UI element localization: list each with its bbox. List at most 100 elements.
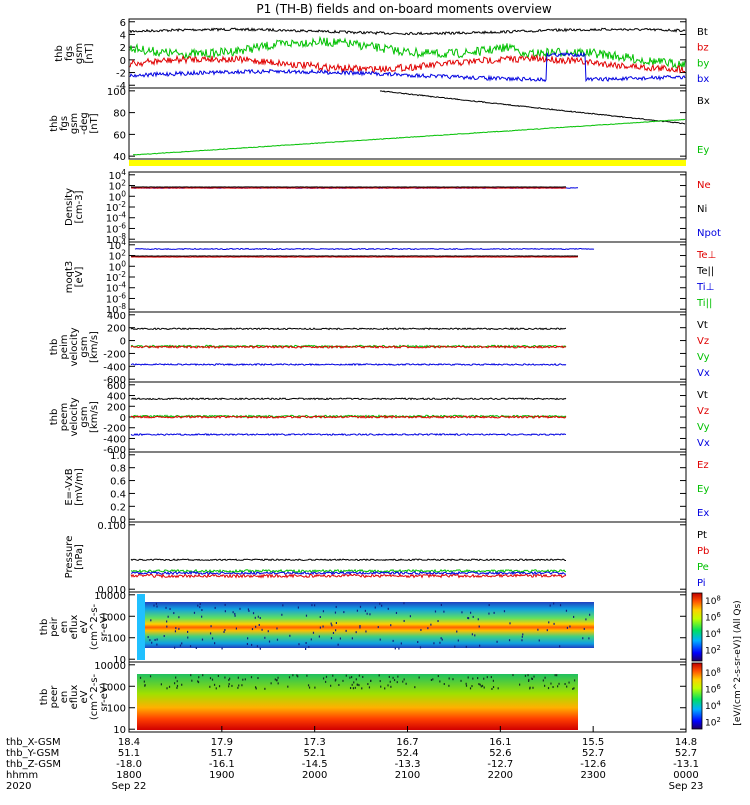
legend-by: by (697, 58, 709, 69)
ytick-label: 10 (113, 725, 126, 736)
electron-speckle (389, 676, 390, 678)
electron-speckle (292, 674, 293, 676)
electron-speckle (251, 676, 252, 678)
ytick-label: 0.100 (97, 521, 126, 532)
ion-speckle (223, 631, 224, 633)
electron-speckle (370, 680, 371, 682)
ion-speckle (435, 610, 436, 612)
electron-speckle (478, 683, 479, 685)
electron-speckle (297, 675, 298, 677)
ion-speckle (584, 628, 585, 630)
electron-speckle (176, 687, 177, 689)
colorbar-label: [eV/(cm^2-s-sr-eV)] (All Qs) (733, 600, 743, 725)
electron-speckle (572, 688, 573, 690)
ion-speckle (178, 628, 179, 630)
ytick-label: 400 (107, 311, 126, 322)
ion-speckle (225, 604, 226, 606)
xaxis-value: 0000 (673, 770, 698, 781)
xaxis-value: 17.3 (304, 737, 326, 748)
electron-speckle (512, 674, 513, 676)
ion-speckle (194, 612, 195, 614)
ion-speckle (468, 617, 469, 619)
ion-speckle (367, 613, 368, 615)
ion-speckle (236, 628, 237, 630)
legend-vz: Vz (697, 406, 709, 417)
ion-speckle (365, 610, 366, 612)
xaxis-value: 1900 (209, 770, 234, 781)
electron-speckle (482, 685, 483, 687)
electron-speckle (219, 685, 220, 687)
electron-speckle (277, 677, 278, 679)
colorbar-bottom (692, 663, 702, 729)
trace-vt (131, 398, 566, 399)
xaxis-value: 2100 (395, 770, 420, 781)
electron-speckle (309, 687, 310, 689)
legend-pi: Pi (697, 578, 706, 589)
ion-speckle (239, 608, 240, 610)
electron-speckle (380, 680, 381, 682)
ion-speckle (466, 646, 467, 648)
ion-speckle (258, 616, 259, 618)
ion-speckle (478, 618, 479, 620)
ion-speckle (359, 626, 360, 628)
ion-speckle (396, 612, 397, 614)
ytick-label: 80 (113, 109, 126, 120)
ylabel-line: [mV/m] (74, 468, 85, 506)
electron-speckle (198, 676, 199, 678)
xaxis-value: 16.1 (489, 737, 511, 748)
electron-speckle (161, 683, 162, 685)
ion-speckle (224, 629, 225, 631)
electron-speckle (548, 687, 549, 689)
xaxis-value: 15.5 (582, 737, 604, 748)
ion-speckle (154, 639, 155, 641)
ion-speckle (261, 629, 262, 631)
ion-speckle (166, 620, 167, 622)
colorbar-tick: 104 (705, 699, 721, 712)
ytick-label: 0.4 (110, 489, 126, 500)
ion-speckle (178, 616, 179, 618)
panel-frame (129, 452, 686, 522)
ion-speckle (472, 633, 473, 635)
ion-speckle (547, 629, 548, 631)
electron-speckle (332, 675, 333, 677)
ytick-label: 200 (107, 402, 126, 413)
ytick-label: 600 (107, 381, 126, 392)
ion-speckle (430, 624, 431, 626)
legend-ti: Ti|| (696, 298, 712, 309)
electron-speckle (519, 684, 520, 686)
ion-speckle (343, 611, 344, 613)
electron-speckle (558, 683, 559, 685)
electron-speckle (342, 680, 343, 682)
ion-speckle (479, 626, 480, 628)
electron-speckle (359, 675, 360, 677)
ion-speckle (433, 642, 434, 644)
ion-speckle (281, 614, 282, 616)
panel-frame (129, 242, 686, 312)
ion-speckle (197, 605, 198, 607)
ion-speckle (352, 637, 353, 639)
electron-speckle (275, 678, 276, 680)
ion-speckle (165, 607, 166, 609)
ion-spectrogram (137, 602, 594, 648)
xaxis-value: 2300 (580, 770, 605, 781)
ytick-label: 1.0 (110, 451, 126, 462)
ion-speckle (333, 632, 334, 634)
ion-speckle (398, 648, 399, 650)
ylabel-line: [nPa] (74, 544, 85, 570)
ion-speckle (196, 647, 197, 649)
electron-speckle (175, 677, 176, 679)
ytick-label: -400 (103, 434, 126, 445)
ion-speckle (369, 613, 370, 615)
electron-speckle (224, 677, 225, 679)
electron-speckle (566, 686, 567, 688)
ion-speckle (202, 639, 203, 641)
ylabel-line: [km/s] (89, 401, 100, 433)
ion-speckle (169, 608, 170, 610)
electron-speckle (352, 684, 353, 686)
ion-speckle (247, 637, 248, 639)
ion-speckle (331, 623, 332, 625)
electron-speckle (493, 680, 494, 682)
ion-speckle (200, 603, 201, 605)
